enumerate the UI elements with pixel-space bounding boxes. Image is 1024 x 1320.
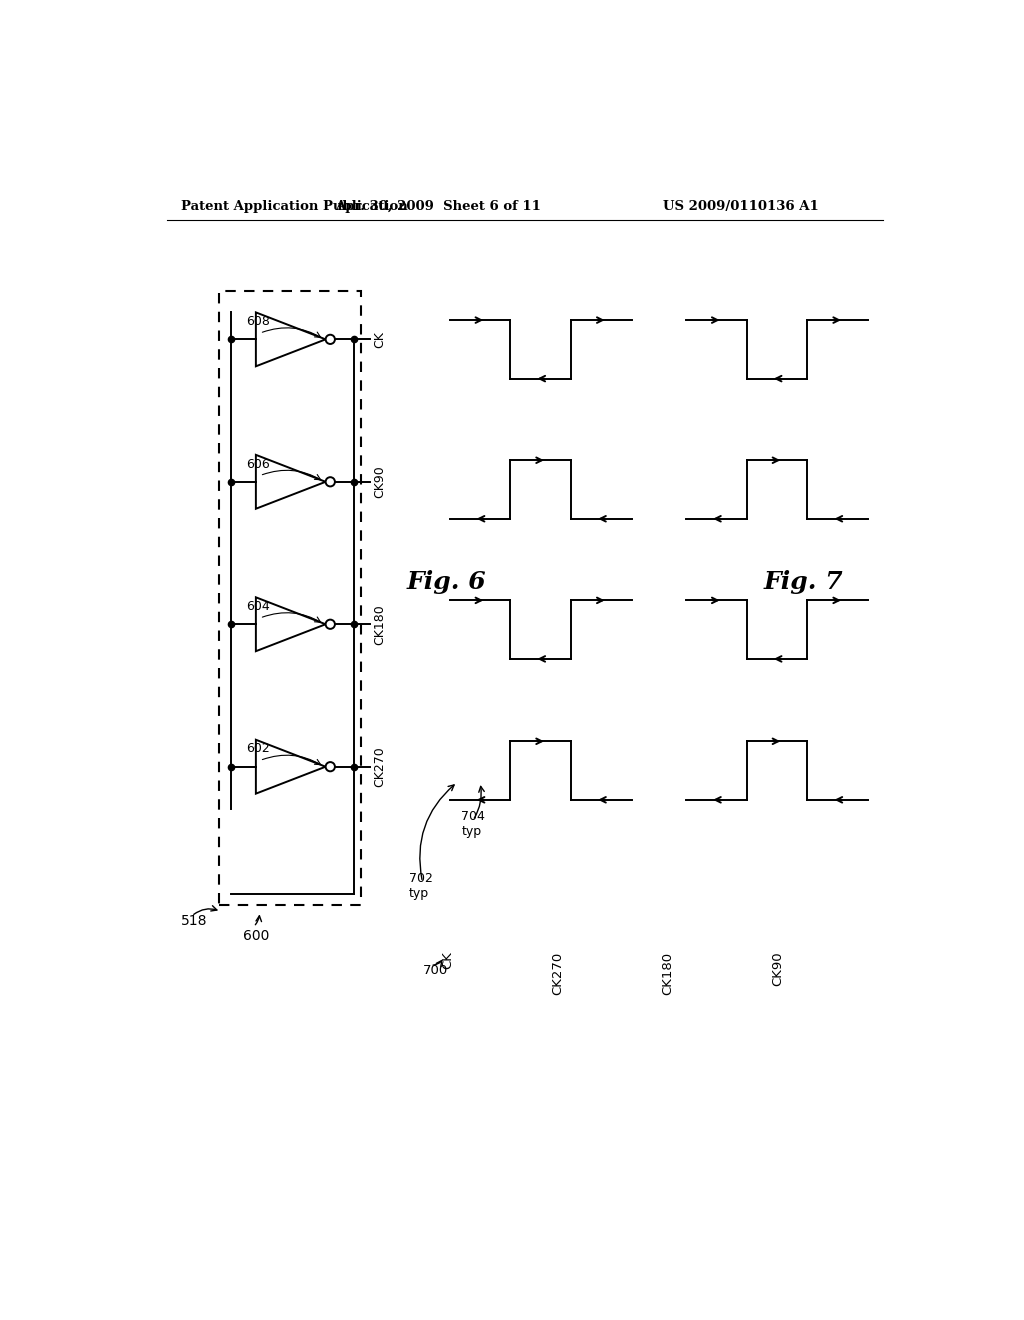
Text: 704
typ: 704 typ [461, 810, 485, 838]
Text: 700: 700 [423, 964, 447, 977]
Text: 518: 518 [180, 913, 207, 928]
Text: CK90: CK90 [373, 466, 386, 498]
Text: Apr. 30, 2009  Sheet 6 of 11: Apr. 30, 2009 Sheet 6 of 11 [335, 199, 541, 213]
Text: 608: 608 [246, 315, 269, 329]
Bar [219, 290, 360, 906]
Text: CK180: CK180 [660, 952, 674, 995]
Text: Patent Application Publication: Patent Application Publication [180, 199, 408, 213]
Text: 606: 606 [246, 458, 269, 471]
Text: 602: 602 [246, 742, 269, 755]
Text: CK180: CK180 [373, 603, 386, 644]
Text: CK270: CK270 [551, 952, 564, 995]
Text: Fig. 7: Fig. 7 [764, 570, 843, 594]
Text: US 2009/0110136 A1: US 2009/0110136 A1 [663, 199, 818, 213]
Text: Fig. 6: Fig. 6 [407, 570, 486, 594]
Text: CK90: CK90 [771, 952, 784, 986]
Text: CK: CK [440, 952, 454, 969]
Text: 604: 604 [246, 601, 269, 612]
Text: CK270: CK270 [373, 746, 386, 787]
Text: CK: CK [373, 331, 386, 347]
Text: 600: 600 [243, 929, 269, 942]
Text: 702
typ: 702 typ [409, 873, 432, 900]
